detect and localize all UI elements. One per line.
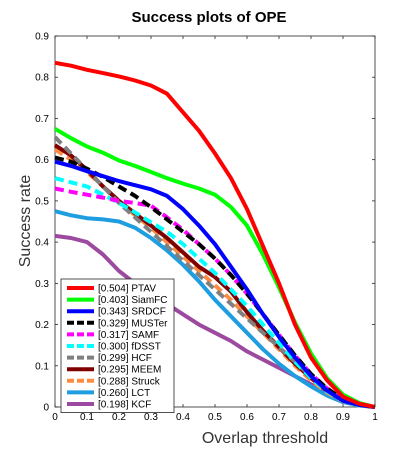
x-tick-label: 0	[52, 412, 58, 423]
x-tick-label: 0.4	[176, 412, 190, 423]
legend-label: [0.198] KCF	[98, 400, 151, 411]
legend: [0.504] PTAV[0.403] SiamFC[0.343] SRDCF[…	[60, 278, 175, 414]
y-tick-label: 0.4	[35, 238, 49, 249]
x-tick-label: 1	[372, 412, 378, 423]
x-tick-label: 0.6	[240, 412, 254, 423]
y-tick-label: 0.8	[35, 73, 49, 84]
x-tick-label: 0.3	[144, 412, 158, 423]
x-tick-label: 0.2	[112, 412, 126, 423]
y-tick-label: 0.3	[35, 279, 49, 290]
x-tick-label: 0.8	[304, 412, 318, 423]
legend-label: [0.300] fDSST	[98, 342, 161, 353]
legend-items: [0.504] PTAV[0.403] SiamFC[0.343] SRDCF[…	[67, 284, 168, 411]
series-line	[54, 209, 376, 409]
y-tick-label: 0	[43, 403, 49, 414]
series-line	[54, 233, 376, 409]
legend-label: [0.299] HCF	[98, 353, 152, 364]
series-layer	[53, 60, 376, 409]
legend-label: [0.260] LCT	[98, 388, 150, 399]
legend-label: [0.317] SAMF	[98, 330, 159, 341]
legend-label: [0.504] PTAV	[98, 284, 156, 295]
y-tick-label: 0.1	[35, 361, 49, 372]
x-tick-label: 0.9	[336, 412, 350, 423]
x-tick-label: 0.7	[272, 412, 286, 423]
chart-title: Success plots of OPE	[131, 9, 286, 26]
series-line	[54, 159, 376, 409]
plot-area: 0 0.1 0.2 0.3 0.4 0.5 0.6 0.7 0.8 0.9 1 0 0.1 0.2 0.3…	[35, 32, 378, 424]
x-axis-label: Overlap threshold	[202, 430, 328, 447]
legend-label: [0.288] Struck	[98, 376, 161, 387]
y-tick-label: 0.7	[35, 114, 49, 125]
legend-label: [0.343] SRDCF	[98, 307, 166, 318]
legend-label: [0.403] SiamFC	[98, 295, 167, 306]
series-line	[53, 135, 376, 409]
y-axis-label: Success rate	[17, 175, 34, 268]
y-tick-label: 0.6	[35, 155, 49, 166]
y-tick-label: 0.5	[35, 196, 49, 207]
y-tick-label: 0.2	[35, 320, 49, 331]
y-axis-ticks: 0 0.1 0.2 0.3 0.4 0.5 0.6 0.7 0.8 0.9	[35, 32, 375, 414]
series-line	[54, 60, 376, 409]
legend-label: [0.295] MEEM	[98, 365, 161, 376]
x-axis-ticks: 0 0.1 0.2 0.3 0.4 0.5 0.6 0.7 0.8 0.9 1	[52, 36, 378, 423]
legend-label: [0.329] MUSTer	[98, 318, 168, 329]
x-tick-label: 0.1	[80, 412, 94, 423]
y-tick-label: 0.9	[35, 32, 49, 43]
x-tick-label: 0.5	[208, 412, 222, 423]
